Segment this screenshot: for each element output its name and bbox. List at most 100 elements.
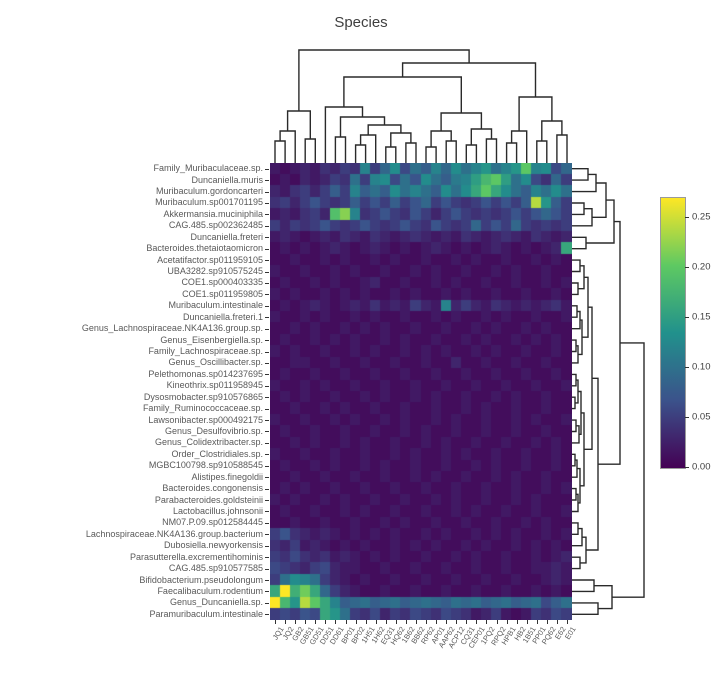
row-label: COE1.sp000403335 <box>181 277 263 288</box>
row-label: Muribaculum.intestinale <box>168 300 263 311</box>
row-tick <box>265 225 269 227</box>
row-label: Akkermansia.muciniphila <box>163 208 263 219</box>
row-dendrogram-icon <box>572 168 645 615</box>
colorbar-tick-label: 0.20 <box>692 261 711 273</box>
row-tick <box>265 282 269 284</box>
colorbar <box>660 197 686 469</box>
row-label: Genus_Oscillibacter.sp. <box>168 357 263 368</box>
column-tick <box>436 620 438 624</box>
row-label: Duncaniella.muris <box>191 174 263 185</box>
row-label: CAG.485.sp910577585 <box>168 563 263 574</box>
column-tick <box>275 620 277 624</box>
column-tick <box>305 620 307 624</box>
row-label: Acetatifactor.sp011959105 <box>157 254 263 265</box>
row-labels: Family_Muribaculaceae.sp. Duncaniella.mur… <box>0 163 263 620</box>
chart-title: Species <box>334 14 388 31</box>
row-tick <box>265 168 269 170</box>
row-tick <box>265 465 269 467</box>
row-tick <box>265 522 269 524</box>
colorbar-tick-label: 0.15 <box>692 311 711 323</box>
column-tick <box>526 620 528 624</box>
row-label: Family_Ruminococcaceae.sp. <box>142 403 263 414</box>
row-label: Genus_Eisenbergiella.sp. <box>160 334 263 345</box>
column-tick <box>556 620 558 624</box>
column-tick <box>456 620 458 624</box>
colorbar-tick-label: 0.10 <box>692 361 711 373</box>
colorbar-tick-label: 0.25 <box>692 211 711 223</box>
row-tick <box>265 397 269 399</box>
row-tick <box>265 602 269 604</box>
row-label: CAG.485.sp002362485 <box>168 220 263 231</box>
column-tick <box>516 620 518 624</box>
column-labels: JQ1 JQ2 GB2 GB51 GD51 DD51 DD61 BP01 BP02 1H51 1H6… <box>270 624 610 670</box>
row-label: Genus_Desulfovibrio.sp. <box>164 425 263 436</box>
row-label: Lactobacillus.johnsonii <box>172 505 263 516</box>
row-tick <box>265 271 269 273</box>
column-tick <box>285 620 287 624</box>
column-tick <box>426 620 428 624</box>
column-tick <box>315 620 317 624</box>
colorbar-ticks: 0.25 0.20 0.15 0.10 0.05 0.00 <box>660 197 718 473</box>
row-tick <box>265 408 269 410</box>
row-tick <box>265 237 269 239</box>
column-tick <box>325 620 327 624</box>
column-tick <box>506 620 508 624</box>
column-tick <box>335 620 337 624</box>
column-tick <box>566 620 568 624</box>
row-tick <box>265 614 269 616</box>
row-tick <box>265 317 269 319</box>
colorbar-tick <box>685 217 689 218</box>
row-label: Kineothrix.sp011958945 <box>166 380 263 391</box>
row-tick <box>265 191 269 193</box>
row-tick <box>265 431 269 433</box>
row-tick <box>265 328 269 330</box>
row-tick <box>265 511 269 513</box>
row-tick <box>265 568 269 570</box>
colorbar-tick <box>685 467 689 468</box>
row-tick <box>265 488 269 490</box>
column-tick <box>546 620 548 624</box>
colorbar-tick <box>685 267 689 268</box>
row-tick <box>265 248 269 250</box>
column-dendrogram-icon <box>274 49 568 163</box>
column-tick <box>405 620 407 624</box>
row-tick <box>265 385 269 387</box>
row-label: Family_Muribaculaceae.sp. <box>153 163 263 174</box>
column-tick <box>415 620 417 624</box>
row-label: Genus_Colidextribacter.sp. <box>154 437 263 448</box>
column-tick <box>536 620 538 624</box>
column-tick <box>345 620 347 624</box>
row-label: Paramuribaculum.intestinale <box>149 608 263 619</box>
row-tick <box>265 340 269 342</box>
colorbar-tick <box>685 367 689 368</box>
column-tick <box>385 620 387 624</box>
row-tick <box>265 420 269 422</box>
row-label: Bacteroides.congonensis <box>162 483 263 494</box>
column-tick <box>295 620 297 624</box>
row-label: Pelethomonas.sp014237695 <box>148 368 263 379</box>
column-tick <box>446 620 448 624</box>
row-tick <box>265 580 269 581</box>
row-label: Dysosmobacter.sp910576865 <box>143 391 263 402</box>
colorbar-tick-label: 0.00 <box>692 461 711 473</box>
row-label: Duncaniella.freteri.1 <box>182 311 263 322</box>
column-tick <box>375 620 377 624</box>
row-label: Genus_Lachnospiraceae.NK4A136.group.sp. <box>81 323 263 334</box>
row-tick <box>265 305 269 307</box>
row-tick <box>265 362 269 364</box>
column-tick <box>395 620 397 624</box>
row-label: Family_Lachnospiraceae.sp. <box>148 346 263 356</box>
column-axis-ticks <box>270 620 572 625</box>
row-tick <box>265 591 269 593</box>
row-label: Dubosiella.newyorkensis <box>163 540 263 551</box>
row-label: Lawsonibacter.sp000492175 <box>148 414 263 425</box>
row-tick <box>265 442 269 444</box>
row-tick <box>265 534 269 536</box>
row-tick <box>265 477 269 479</box>
row-tick <box>265 351 269 353</box>
row-label: Duncaniella.freteri <box>190 231 263 242</box>
heatmap-matrix <box>270 163 572 620</box>
row-label: Faecalibaculum.rodentium <box>157 585 263 596</box>
row-label: COE1.sp011959805 <box>182 288 263 299</box>
